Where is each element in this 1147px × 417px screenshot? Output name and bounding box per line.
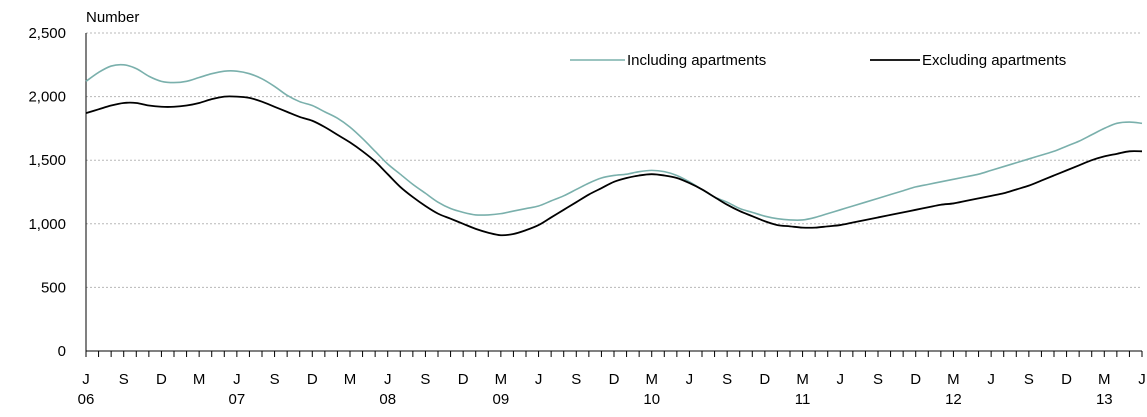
series-line-including-apartments: [85, 63, 1143, 222]
x-tick-label: J: [384, 371, 392, 388]
legend-label: Including apartments: [627, 52, 766, 69]
y-tick-label: 0: [58, 343, 66, 360]
y-tick-label: 1,500: [28, 152, 66, 169]
x-tick-label: M: [193, 371, 206, 388]
series-line-excluding-apartments: [85, 95, 1143, 237]
x-tick-label: D: [609, 371, 620, 388]
series-lines: [85, 63, 1143, 237]
x-tick-label: S: [722, 371, 732, 388]
x-tick-label: J: [1138, 371, 1146, 388]
x-tick-label: D: [458, 371, 469, 388]
x-year-label: 08: [379, 391, 396, 408]
x-tick-label: M: [947, 371, 960, 388]
x-tick-label: D: [307, 371, 318, 388]
y-tick-label: 1,000: [28, 216, 66, 233]
x-year-label: 13: [1096, 391, 1113, 408]
x-year-label: 06: [78, 391, 95, 408]
y-tick-label: 2,000: [28, 89, 66, 106]
x-tick-label: J: [82, 371, 90, 388]
x-tick-label: M: [1098, 371, 1111, 388]
x-tick-label: S: [873, 371, 883, 388]
legend-label: Excluding apartments: [922, 52, 1066, 69]
axes: 0 500 1,000 1,500 2,000 2,500 J S D M J S D M J S D M J S D M…: [28, 25, 1145, 408]
x-tick-label: S: [270, 371, 280, 388]
x-year-label: 12: [945, 391, 962, 408]
y-tick-label: 2,500: [28, 25, 66, 42]
x-tick-label: D: [910, 371, 921, 388]
x-tick-label: S: [420, 371, 430, 388]
y-tick-label: 500: [41, 279, 66, 296]
x-tick-label: M: [344, 371, 357, 388]
x-tick-label: S: [119, 371, 129, 388]
gridlines: [86, 32, 1142, 288]
legend: Including apartments Excluding apartments: [570, 52, 1066, 69]
x-tick-label: S: [571, 371, 581, 388]
x-tick-label: J: [535, 371, 543, 388]
x-year-label: 09: [493, 391, 510, 408]
x-tick-label: J: [233, 371, 241, 388]
x-tick-label: D: [1061, 371, 1072, 388]
x-tick-label: M: [495, 371, 508, 388]
x-tick-label: J: [987, 371, 995, 388]
x-tick-label: J: [686, 371, 694, 388]
x-tick-label: J: [837, 371, 845, 388]
x-year-label: 11: [795, 391, 811, 408]
x-year-label: 10: [643, 391, 660, 408]
y-axis-label: Number: [86, 9, 139, 26]
x-tick-label: S: [1024, 371, 1034, 388]
x-tick-label: D: [759, 371, 770, 388]
x-tick-label: D: [156, 371, 167, 388]
x-tick-label: M: [796, 371, 809, 388]
x-year-label: 07: [229, 391, 246, 408]
x-tick-label: M: [645, 371, 658, 388]
